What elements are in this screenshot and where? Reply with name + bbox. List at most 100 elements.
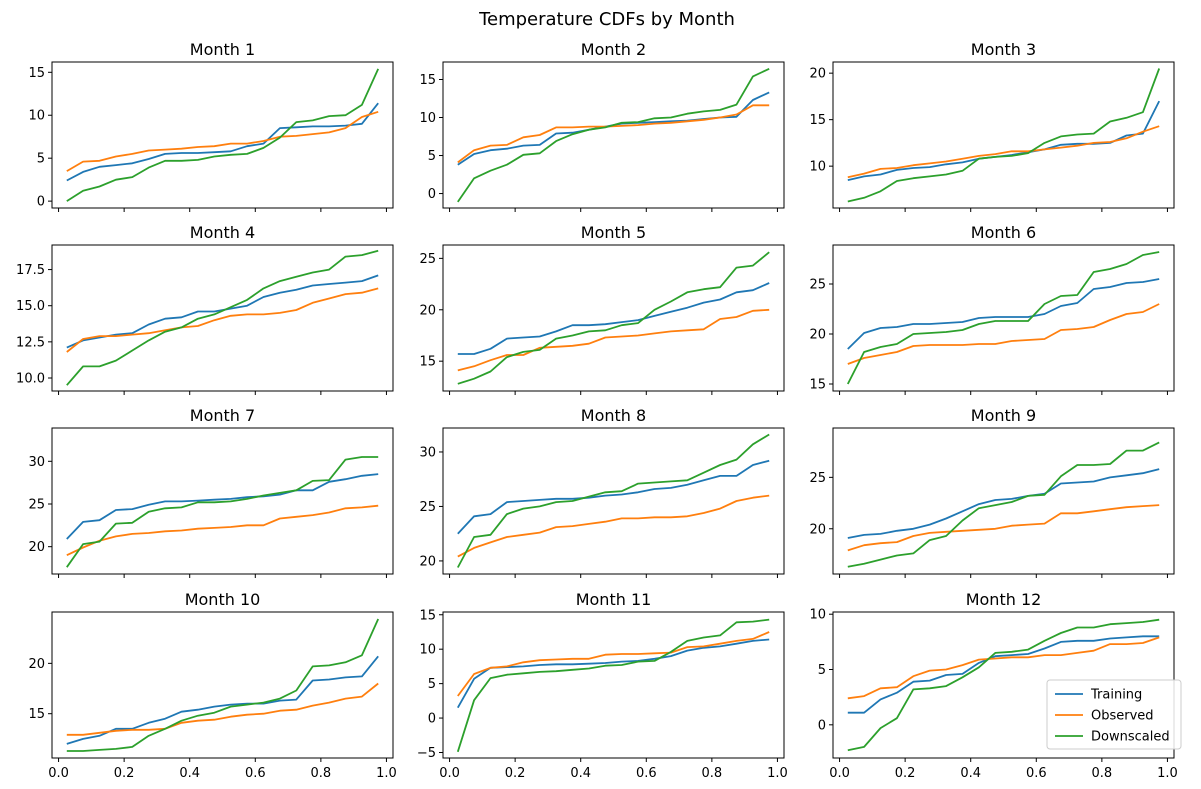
y-tick-label: 25 xyxy=(419,500,436,515)
y-tick-label: 15.0 xyxy=(16,299,45,314)
series-line-downscaled xyxy=(66,249,379,386)
y-tick-label: 17.5 xyxy=(16,263,45,278)
axes-frame xyxy=(832,61,1175,209)
subplot-title: Month 8 xyxy=(581,406,646,425)
y-tick-label: 0 xyxy=(428,712,436,727)
subplot-month-7: Month 7 20 25 30 xyxy=(28,406,394,578)
series-line-downscaled xyxy=(66,618,380,752)
axes-frame xyxy=(442,244,785,392)
y-tick-label: 15 xyxy=(419,355,436,370)
series-line-downscaled xyxy=(456,618,770,753)
series-line-observed xyxy=(847,303,1160,365)
axes-frame xyxy=(51,61,394,209)
x-tick-label: 0.0 xyxy=(48,766,69,781)
series-line-training xyxy=(457,459,770,535)
series-line-downscaled xyxy=(457,67,770,203)
y-tick-label: 10 xyxy=(419,643,436,658)
x-tick-label: 0.6 xyxy=(636,766,657,781)
y-tick-label: 25 xyxy=(419,252,436,267)
x-tick-label: 0.2 xyxy=(114,766,135,781)
series-line-observed xyxy=(847,125,1160,179)
series-line-observed xyxy=(66,287,379,353)
subplot-title: Month 12 xyxy=(966,590,1042,609)
series-line-observed xyxy=(457,308,770,372)
series-line-observed xyxy=(66,110,379,172)
y-tick-label: 20 xyxy=(419,303,436,318)
y-tick-label: 20 xyxy=(809,67,826,82)
subplot-month-4: Month 4 10.0 12.5 15.0 17.5 xyxy=(16,223,394,395)
series-line-observed xyxy=(847,504,1160,552)
series-line-training xyxy=(66,655,379,745)
subplot-title: Month 7 xyxy=(190,406,255,425)
subplot-month-9: Month 9 20 25 xyxy=(809,406,1175,578)
subplot-title: Month 4 xyxy=(190,223,255,242)
x-tick-label: 0.2 xyxy=(895,766,916,781)
series-line-downscaled xyxy=(846,251,1160,385)
axes-frame xyxy=(442,61,785,209)
axes-frame xyxy=(442,427,785,575)
series-line-observed xyxy=(457,494,770,558)
x-tick-label: 0.2 xyxy=(505,766,526,781)
axes-frame xyxy=(51,427,394,575)
axes-frame xyxy=(442,611,785,759)
y-tick-label: 10 xyxy=(419,111,436,126)
series-line-observed xyxy=(457,631,770,697)
y-tick-label: 10.0 xyxy=(16,371,45,386)
y-tick-label: 5 xyxy=(428,149,436,164)
y-tick-label: 20 xyxy=(809,328,826,343)
y-tick-label: 10 xyxy=(809,160,826,175)
y-tick-label: 15 xyxy=(28,66,45,81)
legend-box xyxy=(1046,679,1182,750)
x-tick-label: 0.8 xyxy=(1092,766,1113,781)
series-line-observed xyxy=(66,682,379,736)
series-line-downscaled xyxy=(66,68,380,202)
y-tick-label: 0 xyxy=(428,187,436,202)
y-tick-label: 25 xyxy=(809,278,826,293)
y-tick-label: 15 xyxy=(419,73,436,88)
series-line-downscaled xyxy=(847,618,1160,752)
axes-frame xyxy=(832,244,1175,392)
y-tick-label: 25 xyxy=(809,471,826,486)
figure-title: Temperature CDFs by Month xyxy=(478,9,735,30)
y-tick-label: 15 xyxy=(809,378,826,393)
subplot-month-5: Month 5 15 20 25 xyxy=(419,223,785,395)
series-line-training xyxy=(457,282,770,355)
x-tick-label: 0.4 xyxy=(960,766,981,781)
series-line-observed xyxy=(847,636,1160,700)
axes-frame xyxy=(51,244,394,392)
y-tick-label: 15 xyxy=(419,608,436,623)
y-tick-label: 10 xyxy=(809,608,826,623)
subplot-month-8: Month 8 20 25 30 xyxy=(419,406,785,578)
legend-label-downscaled: Downscaled xyxy=(1091,730,1170,745)
series-line-observed xyxy=(457,104,770,164)
y-tick-label: 20 xyxy=(809,522,826,537)
series-line-observed xyxy=(66,504,379,557)
y-tick-label: 10 xyxy=(28,109,45,124)
y-tick-label: 5 xyxy=(428,677,436,692)
series-line-downscaled xyxy=(66,456,379,568)
subplot-month-10: Month 10 15 20 0.0 0.2 0.4 0.6 0.8 1.0 xyxy=(28,590,396,781)
y-tick-label: 25 xyxy=(28,497,45,512)
series-line-training xyxy=(847,468,1160,539)
y-tick-label: −5 xyxy=(417,746,436,761)
y-tick-label: 20 xyxy=(28,657,45,672)
series-line-training xyxy=(457,638,770,709)
legend: Training Observed Downscaled xyxy=(1046,679,1182,750)
subplot-month-2: Month 2 0 5 10 15 xyxy=(419,40,785,212)
subplot-month-11: Month 11 −5 0 5 10 15 0.0 0.2 0.4 0.6 0.8 1.0 xyxy=(417,590,788,781)
x-tick-label: 0.0 xyxy=(439,766,460,781)
x-tick-label: 0.8 xyxy=(702,766,723,781)
series-line-training xyxy=(66,473,379,540)
y-tick-label: 30 xyxy=(419,445,436,460)
y-tick-label: 0 xyxy=(818,718,826,733)
x-tick-label: 0.4 xyxy=(179,766,200,781)
y-tick-label: 12.5 xyxy=(16,335,45,350)
x-tick-label: 0.4 xyxy=(570,766,591,781)
y-tick-label: 15 xyxy=(28,707,45,722)
y-tick-label: 30 xyxy=(28,455,45,470)
subplot-month-1: Month 1 0 5 10 15 xyxy=(28,40,394,212)
series-line-downscaled xyxy=(457,251,770,385)
x-tick-label: 0.8 xyxy=(311,766,332,781)
y-tick-label: 20 xyxy=(28,540,45,555)
